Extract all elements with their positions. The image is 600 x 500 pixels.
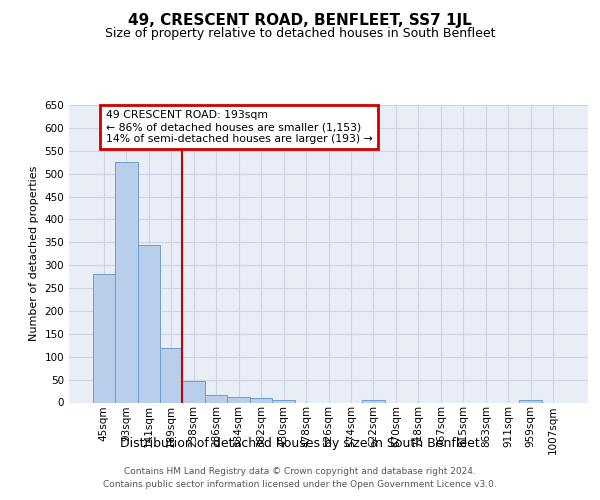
Text: 49, CRESCENT ROAD, BENFLEET, SS7 1JL: 49, CRESCENT ROAD, BENFLEET, SS7 1JL (128, 12, 472, 28)
Bar (362, 400, 385, 402)
Y-axis label: Number of detached properties: Number of detached properties (29, 166, 39, 342)
Bar (520, 400, 542, 402)
Bar (160, 348, 182, 403)
Text: Size of property relative to detached houses in South Benfleet: Size of property relative to detached ho… (105, 28, 495, 40)
Bar (92, 274, 115, 402)
Text: Contains HM Land Registry data © Crown copyright and database right 2024.: Contains HM Land Registry data © Crown c… (124, 467, 476, 476)
Bar (137, 244, 160, 402)
Text: Contains public sector information licensed under the Open Government Licence v3: Contains public sector information licen… (103, 480, 497, 489)
Bar (182, 380, 205, 402)
Text: Distribution of detached houses by size in South Benfleet: Distribution of detached houses by size … (120, 438, 480, 450)
Bar (115, 162, 137, 402)
Bar (272, 400, 295, 402)
Text: 49 CRESCENT ROAD: 193sqm
← 86% of detached houses are smaller (1,153)
14% of sem: 49 CRESCENT ROAD: 193sqm ← 86% of detach… (106, 110, 373, 144)
Bar (205, 394, 227, 402)
Bar (227, 397, 250, 402)
Bar (250, 398, 272, 402)
